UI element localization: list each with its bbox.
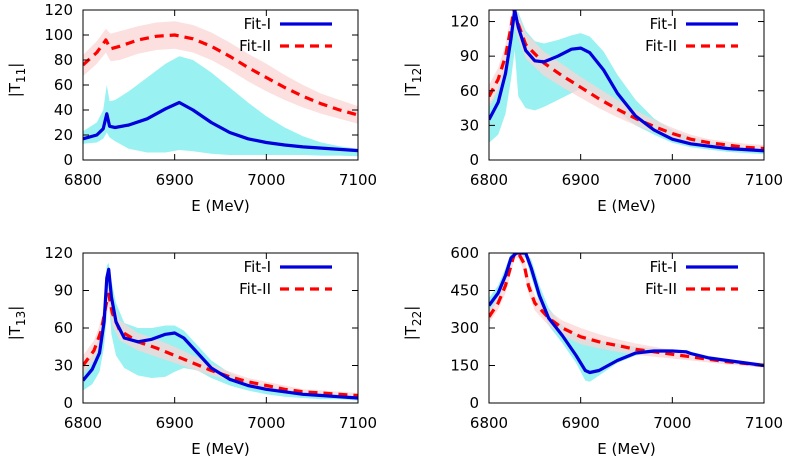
y-tick-label: 120 [450,13,479,31]
y-tick-label: 450 [450,282,479,300]
legend: Fit-I Fit-II [239,15,332,55]
y-tick-label: 30 [54,357,73,375]
x-tick-label: 6800 [64,171,102,189]
band-fit-i [83,56,358,157]
y-axis-label: |T13| [6,306,28,341]
line-fit-ii [489,253,764,368]
y-tick-label: 0 [469,394,479,412]
x-tick-label: 6900 [156,171,194,189]
y-tick-label: 120 [44,244,73,262]
y-tick-label: 20 [54,126,73,144]
panel-T11: 6800 6900 7000 7100 0 20 40 60 80 100 120 E (MeV) |T… [6,1,377,215]
y-tick-label: 60 [54,76,73,94]
y-tick-label: 60 [54,319,73,337]
legend-label-fit-i: Fit-I [244,258,271,276]
y-tick-label: 30 [460,116,479,134]
x-tick-label: 7000 [653,171,691,189]
panel-T13: 6800 6900 7000 7100 0 30 60 90 120 E (MeV) |T13| Fi… [6,244,377,458]
legend: Fit-I Fit-II [645,258,738,298]
band-fit-i [83,263,358,401]
y-tick-label: 40 [54,101,73,119]
x-tick-label: 7100 [339,171,377,189]
x-tick-label: 6800 [64,414,102,432]
x-axis-label: E (MeV) [191,197,249,215]
line-fit-i [489,10,764,153]
x-axis-label: E (MeV) [191,440,249,458]
line-fit-ii [83,33,358,117]
plot-area [489,253,764,382]
line-fit-i [489,253,764,375]
y-tick-label: 0 [469,151,479,169]
y-tick-label: 150 [450,357,479,375]
x-tick-label: 7000 [247,171,285,189]
legend-label-fit-ii: Fit-II [645,37,677,55]
plot-frame [488,252,765,404]
y-axis-label: |T12| [402,63,424,98]
y-tick-label: 0 [63,151,73,169]
legend-label-fit-i: Fit-I [650,258,677,276]
legend: Fit-I Fit-II [645,15,738,55]
x-tick-label: 6900 [156,414,194,432]
x-tick-label: 7000 [247,414,285,432]
plot-area [83,21,358,157]
plot-area [83,263,358,401]
plot-area [489,10,764,155]
band-fit-i [489,10,764,155]
y-axis-label: |T11| [6,63,28,98]
x-tick-label: 7100 [745,414,783,432]
band-fit-ii [83,21,358,124]
x-tick-label: 7100 [745,171,783,189]
x-axis-label: E (MeV) [597,440,655,458]
legend-label-fit-ii: Fit-II [645,280,677,298]
x-tick-label: 6900 [562,414,600,432]
y-tick-label: 90 [460,47,479,65]
x-tick-label: 7000 [653,414,691,432]
y-tick-label: 0 [63,394,73,412]
line-fit-i [83,100,358,153]
legend-label-fit-i: Fit-I [244,15,271,33]
legend-label-fit-ii: Fit-II [239,37,271,55]
legend-label-fit-i: Fit-I [650,15,677,33]
x-tick-label: 7100 [339,414,377,432]
x-tick-label: 6800 [470,414,508,432]
panel-T22: 6800 6900 7000 7100 0 150 300 450 600 E (MeV) |T22… [402,244,783,458]
y-tick-label: 90 [54,282,73,300]
x-tick-label: 6800 [470,171,508,189]
x-axis-label: E (MeV) [597,197,655,215]
y-axis-label: |T22| [402,306,424,341]
plot-frame [488,9,765,161]
y-tick-label: 120 [44,1,73,19]
y-tick-label: 60 [460,82,479,100]
legend-label-fit-ii: Fit-II [239,280,271,298]
panel-T12: 6800 6900 7000 7100 0 30 60 90 120 E (MeV) |T12| Fi… [402,9,783,215]
y-tick-label: 600 [450,244,479,262]
legend: Fit-I Fit-II [239,258,332,298]
y-tick-label: 100 [44,26,73,44]
line-fit-i [83,267,358,400]
y-tick-label: 80 [54,51,73,69]
x-tick-label: 6900 [562,171,600,189]
y-tick-label: 300 [450,319,479,337]
